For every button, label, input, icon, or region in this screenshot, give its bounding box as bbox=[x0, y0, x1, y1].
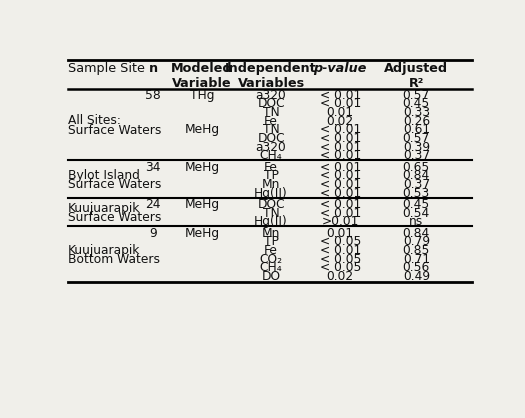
Text: Fe: Fe bbox=[264, 115, 278, 127]
Text: 0.45: 0.45 bbox=[403, 97, 430, 110]
Text: Independent
Variables: Independent Variables bbox=[225, 62, 317, 90]
Text: TN: TN bbox=[262, 106, 279, 119]
Text: Mn: Mn bbox=[262, 178, 280, 191]
Text: Surface Waters: Surface Waters bbox=[68, 178, 161, 191]
Text: < 0.01: < 0.01 bbox=[320, 206, 361, 220]
Text: a320: a320 bbox=[256, 89, 287, 102]
Text: Sample Site: Sample Site bbox=[68, 62, 144, 75]
Text: 58: 58 bbox=[145, 89, 161, 102]
Text: Hg(II): Hg(II) bbox=[254, 187, 288, 200]
Text: All Sites:: All Sites: bbox=[68, 114, 121, 127]
Text: 0.79: 0.79 bbox=[403, 235, 430, 248]
Text: 0.26: 0.26 bbox=[403, 115, 430, 127]
Text: Modeled
Variable: Modeled Variable bbox=[171, 62, 233, 90]
Text: 0.65: 0.65 bbox=[403, 161, 430, 173]
Text: 0.45: 0.45 bbox=[403, 198, 430, 211]
Text: < 0.01: < 0.01 bbox=[320, 132, 361, 145]
Text: 9: 9 bbox=[149, 227, 157, 240]
Text: < 0.01: < 0.01 bbox=[320, 161, 361, 173]
Text: 0.61: 0.61 bbox=[403, 123, 430, 136]
Text: MeHg: MeHg bbox=[184, 227, 219, 240]
Text: 0.56: 0.56 bbox=[403, 261, 430, 274]
Text: 0.02: 0.02 bbox=[327, 270, 354, 283]
Text: 0.57: 0.57 bbox=[403, 132, 430, 145]
Text: Kuujuarapik: Kuujuarapik bbox=[68, 244, 140, 257]
Text: TN: TN bbox=[262, 123, 279, 136]
Text: Fe: Fe bbox=[264, 161, 278, 173]
Text: < 0.01: < 0.01 bbox=[320, 141, 361, 154]
Text: TP: TP bbox=[264, 169, 279, 182]
Text: 24: 24 bbox=[145, 198, 161, 211]
Text: CH₄: CH₄ bbox=[260, 261, 282, 274]
Text: Bottom Waters: Bottom Waters bbox=[68, 253, 160, 266]
Text: ns: ns bbox=[409, 215, 424, 228]
Text: 0.33: 0.33 bbox=[403, 106, 430, 119]
Text: TP: TP bbox=[264, 235, 279, 248]
Text: Mn: Mn bbox=[262, 227, 280, 240]
Text: Kuujuarapik: Kuujuarapik bbox=[68, 202, 140, 215]
Text: < 0.05: < 0.05 bbox=[320, 253, 361, 266]
Text: Hg(II): Hg(II) bbox=[254, 215, 288, 228]
Text: CO₂: CO₂ bbox=[259, 253, 282, 266]
Text: < 0.05: < 0.05 bbox=[320, 235, 361, 248]
Text: < 0.01: < 0.01 bbox=[320, 169, 361, 182]
Text: 0.39: 0.39 bbox=[403, 141, 430, 154]
Text: CH₄: CH₄ bbox=[260, 149, 282, 162]
Text: Bylot Island: Bylot Island bbox=[68, 169, 140, 182]
Text: < 0.01: < 0.01 bbox=[320, 149, 361, 162]
Text: 0.01: 0.01 bbox=[327, 106, 354, 119]
Text: 0.37: 0.37 bbox=[403, 178, 430, 191]
Text: 0.54: 0.54 bbox=[403, 206, 430, 220]
Text: < 0.01: < 0.01 bbox=[320, 178, 361, 191]
Text: 0.57: 0.57 bbox=[403, 89, 430, 102]
Text: 0.37: 0.37 bbox=[403, 149, 430, 162]
Text: Fe: Fe bbox=[264, 244, 278, 257]
Text: 0.02: 0.02 bbox=[327, 115, 354, 127]
Text: 0.49: 0.49 bbox=[403, 270, 430, 283]
Text: 0.71: 0.71 bbox=[403, 253, 430, 266]
Text: 0.84: 0.84 bbox=[403, 169, 430, 182]
Text: < 0.01: < 0.01 bbox=[320, 123, 361, 136]
Text: 34: 34 bbox=[145, 161, 161, 173]
Text: < 0.01: < 0.01 bbox=[320, 198, 361, 211]
Text: MeHg: MeHg bbox=[184, 161, 219, 173]
Text: < 0.01: < 0.01 bbox=[320, 187, 361, 200]
Text: n: n bbox=[149, 62, 158, 75]
Text: Adjusted
R²: Adjusted R² bbox=[384, 62, 448, 90]
Text: MeHg: MeHg bbox=[184, 123, 219, 136]
Text: THg: THg bbox=[190, 89, 214, 102]
Text: DO: DO bbox=[261, 270, 281, 283]
Text: < 0.01: < 0.01 bbox=[320, 89, 361, 102]
Text: 0.85: 0.85 bbox=[403, 244, 430, 257]
Text: Surface Waters: Surface Waters bbox=[68, 212, 161, 224]
Text: DOC: DOC bbox=[257, 97, 285, 110]
Text: a320: a320 bbox=[256, 141, 287, 154]
Text: < 0.01: < 0.01 bbox=[320, 244, 361, 257]
Text: >0.01: >0.01 bbox=[322, 215, 359, 228]
Text: < 0.01: < 0.01 bbox=[320, 97, 361, 110]
Text: MeHg: MeHg bbox=[184, 198, 219, 211]
Text: 0.84: 0.84 bbox=[403, 227, 430, 240]
Text: Surface Waters: Surface Waters bbox=[68, 124, 161, 137]
Text: DOC: DOC bbox=[257, 132, 285, 145]
Text: 0.01: 0.01 bbox=[327, 227, 354, 240]
Text: TN: TN bbox=[262, 206, 279, 220]
Text: < 0.05: < 0.05 bbox=[320, 261, 361, 274]
Text: 0.53: 0.53 bbox=[403, 187, 430, 200]
Text: DOC: DOC bbox=[257, 198, 285, 211]
Text: p-value: p-value bbox=[313, 62, 367, 75]
